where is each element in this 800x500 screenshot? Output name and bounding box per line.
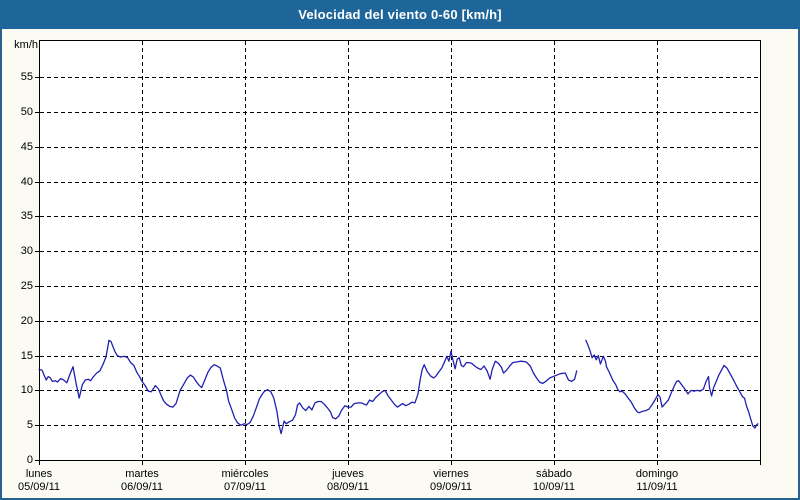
window-titlebar: Velocidad del viento 0-60 [km/h] <box>0 0 800 29</box>
window-title: Velocidad del viento 0-60 [km/h] <box>298 7 502 22</box>
chart-background <box>2 29 798 498</box>
